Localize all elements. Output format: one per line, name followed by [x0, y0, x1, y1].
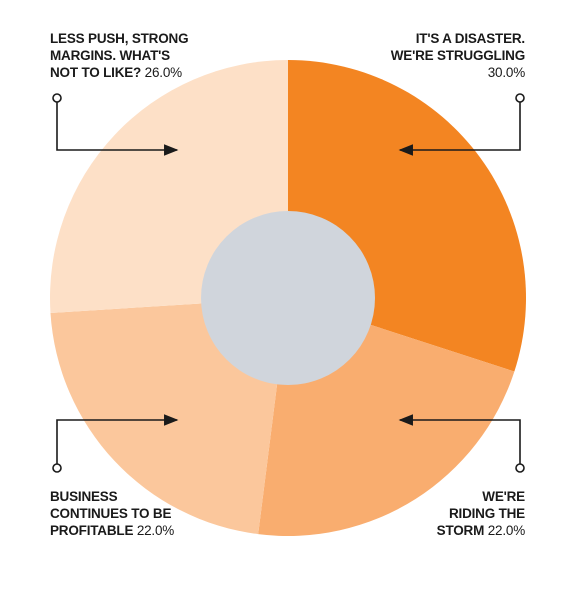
connectors-group [52, 93, 525, 473]
label-riding-value: 22.0% [487, 523, 525, 538]
label-business: BUSINESS CONTINUES TO BE PROFITABLE 22.0… [50, 488, 174, 539]
label-business-line2: CONTINUES TO BE [50, 506, 172, 521]
label-riding: WE'RE RIDING THE STORM 22.0% [436, 488, 526, 539]
label-business-line1: BUSINESS [50, 489, 118, 504]
label-business-value: 22.0% [136, 523, 175, 538]
label-disaster-value: 30.0% [487, 65, 525, 80]
label-less-push-line1: LESS PUSH, STRONG [50, 31, 189, 46]
label-riding-line2: RIDING THE [448, 506, 525, 521]
label-riding-line3: STORM [436, 523, 485, 538]
connector-less-push-dot [52, 93, 62, 103]
label-business-line3: PROFITABLE [50, 523, 134, 538]
label-disaster: IT'S A DISASTER. WE'RE STRUGGLING 30.0% [391, 30, 525, 81]
label-less-push-value: 26.0% [144, 65, 182, 80]
donut-center [201, 211, 375, 385]
connector-disaster-dot [515, 93, 525, 103]
label-less-push-line2: MARGINS. WHAT'S [50, 48, 170, 63]
connector-business-dot [52, 463, 62, 473]
label-riding-line1: WE'RE [482, 489, 525, 504]
connector-less-push-line [56, 102, 179, 156]
label-less-push-line3: NOT TO LIKE? [50, 65, 142, 80]
label-disaster-line1: IT'S A DISASTER. [415, 31, 525, 46]
connector-business-line [56, 414, 179, 464]
connector-riding-line [398, 414, 521, 464]
connector-riding-dot [515, 463, 525, 473]
label-disaster-line2: WE'RE STRUGGLING [390, 48, 525, 63]
connector-disaster-line [398, 102, 521, 156]
label-less-push: LESS PUSH, STRONG MARGINS. WHAT'S NOT TO… [50, 30, 189, 81]
